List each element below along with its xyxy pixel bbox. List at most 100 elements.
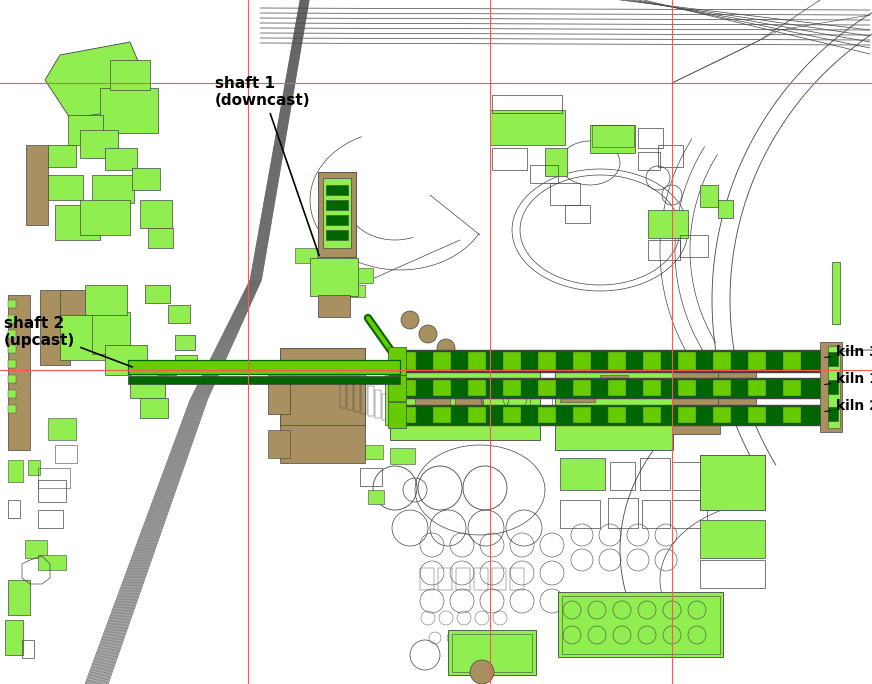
- Text: shaft 1
(downcast): shaft 1 (downcast): [215, 76, 319, 255]
- Bar: [55, 445, 77, 463]
- Bar: [365, 445, 383, 459]
- Bar: [590, 125, 635, 153]
- Circle shape: [473, 367, 491, 385]
- Bar: [492, 148, 527, 170]
- Bar: [828, 380, 838, 394]
- Bar: [168, 305, 190, 323]
- Bar: [140, 398, 168, 418]
- Bar: [713, 407, 731, 423]
- Bar: [8, 360, 16, 368]
- Bar: [390, 350, 830, 372]
- Bar: [510, 568, 524, 590]
- Bar: [355, 268, 373, 283]
- Bar: [388, 402, 406, 428]
- Bar: [608, 498, 638, 528]
- Circle shape: [419, 325, 437, 343]
- Bar: [783, 380, 801, 396]
- Bar: [573, 380, 591, 396]
- Bar: [562, 596, 720, 654]
- Bar: [468, 352, 486, 370]
- Bar: [550, 183, 580, 205]
- Circle shape: [491, 381, 509, 399]
- Bar: [648, 210, 688, 238]
- Bar: [8, 500, 20, 518]
- Bar: [474, 568, 488, 590]
- Bar: [110, 60, 150, 90]
- Bar: [678, 380, 696, 396]
- Bar: [326, 215, 348, 225]
- Bar: [8, 390, 16, 398]
- Bar: [573, 407, 591, 423]
- Bar: [128, 360, 400, 374]
- Bar: [545, 148, 567, 176]
- Bar: [820, 342, 842, 432]
- Bar: [361, 382, 367, 414]
- Bar: [700, 185, 718, 207]
- Bar: [608, 407, 626, 423]
- Text: kiln 1: kiln 1: [825, 372, 872, 386]
- Bar: [530, 165, 558, 183]
- Bar: [280, 348, 365, 426]
- Bar: [748, 352, 766, 370]
- Bar: [713, 380, 731, 396]
- Bar: [340, 370, 346, 408]
- Bar: [326, 185, 348, 195]
- Bar: [389, 398, 395, 422]
- Bar: [368, 386, 374, 416]
- Bar: [22, 640, 34, 658]
- Bar: [105, 148, 137, 170]
- Bar: [700, 455, 765, 510]
- Bar: [390, 448, 415, 464]
- Bar: [8, 405, 16, 413]
- Bar: [748, 380, 766, 396]
- Bar: [48, 418, 76, 440]
- Bar: [382, 394, 388, 420]
- Bar: [175, 335, 195, 350]
- Bar: [558, 592, 723, 657]
- Bar: [398, 407, 416, 423]
- Bar: [610, 462, 635, 490]
- Bar: [448, 630, 536, 675]
- Bar: [678, 407, 696, 423]
- Bar: [145, 285, 170, 303]
- Bar: [560, 458, 605, 490]
- Bar: [38, 480, 66, 502]
- Bar: [8, 375, 16, 383]
- Circle shape: [470, 660, 494, 684]
- Bar: [538, 380, 556, 396]
- Bar: [783, 407, 801, 423]
- Bar: [390, 405, 830, 425]
- Bar: [130, 370, 165, 398]
- Bar: [310, 258, 358, 296]
- Bar: [60, 290, 105, 315]
- Bar: [492, 568, 506, 590]
- Bar: [573, 352, 591, 370]
- Bar: [713, 352, 731, 370]
- Bar: [433, 380, 451, 396]
- Bar: [638, 152, 660, 170]
- Bar: [318, 172, 356, 257]
- Bar: [268, 362, 290, 414]
- Bar: [8, 295, 30, 450]
- Bar: [452, 634, 532, 672]
- Bar: [415, 388, 450, 406]
- Bar: [140, 200, 172, 228]
- Bar: [92, 312, 130, 354]
- Bar: [503, 352, 521, 370]
- Bar: [718, 200, 733, 218]
- Bar: [148, 228, 173, 248]
- Bar: [354, 378, 360, 412]
- Bar: [468, 380, 486, 396]
- Bar: [828, 352, 838, 366]
- Bar: [398, 380, 416, 396]
- Bar: [326, 200, 348, 210]
- Circle shape: [401, 311, 419, 329]
- Bar: [100, 88, 158, 133]
- Bar: [433, 407, 451, 423]
- Bar: [38, 510, 63, 528]
- Bar: [80, 200, 130, 235]
- Bar: [538, 352, 556, 370]
- Bar: [128, 360, 400, 374]
- Bar: [26, 145, 48, 225]
- Circle shape: [509, 395, 527, 413]
